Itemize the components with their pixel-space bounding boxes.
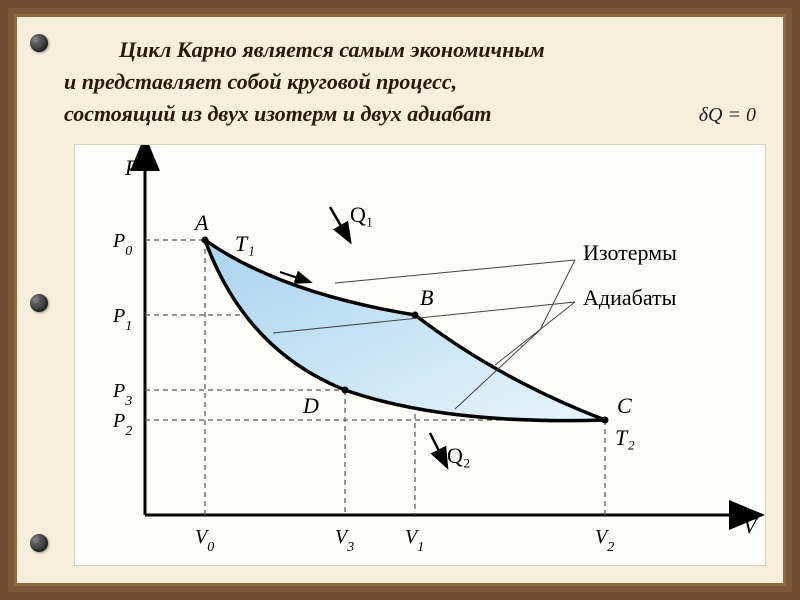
label-a: A [193,210,209,235]
y-tick-labels: P0 P1 P3P2 [112,230,132,439]
label-d: D [302,393,319,418]
point-d [342,387,349,394]
slide-title: Цикл Карно является самым экономичным и … [64,34,766,130]
decor-bullet [30,534,48,552]
x-tick-labels: V0 V3 V1 V2 [195,526,614,555]
x-tick-V3: V3 [335,526,354,555]
point-a [202,237,209,244]
diagram-svg: P V P0 P1 P3P2 V0 V3 V1 V2 A B C D T₁ T₂ Q₁ Q… [75,145,765,565]
x-tick-V1: V1 [405,526,424,555]
decor-bullet [30,34,48,52]
content-area: Цикл Карно является самым экономичным и … [64,34,766,566]
x-axis-label: V [743,513,759,538]
title-line-1: Цикл Карно является самым экономичным [64,34,706,66]
q2-arrow-icon [430,433,445,463]
equation-delta-q: δQ = 0 [699,104,756,127]
y-tick-P2: P2 [112,410,132,439]
label-c: C [617,393,632,418]
legend-isotherms: Изотермы [583,240,677,265]
legend-adiabats: Адиабаты [583,285,677,310]
q1-arrow-icon [330,207,348,238]
x-tick-V0: V0 [195,526,214,555]
decor-bullet [30,294,48,312]
label-q2: Q₂ [447,443,471,468]
point-b [412,312,419,319]
point-c [602,417,609,424]
label-q1: Q₁ [350,202,374,227]
y-tick-P1: P1 [112,305,132,334]
carnot-diagram: P V P0 P1 P3P2 V0 V3 V1 V2 A B C D T₁ T₂ Q₁ Q… [74,144,766,566]
label-b: B [420,285,433,310]
y-tick-P3: P3 [112,380,132,409]
slide-frame: Цикл Карно является самым экономичным и … [8,8,792,592]
label-t2: T₂ [615,425,635,450]
x-tick-V2: V2 [595,526,614,555]
y-axis-label: P [124,155,138,180]
title-line-3: состоящий из двух изотерм и двух адиабат [64,98,706,130]
y-tick-P0: P0 [112,230,132,259]
label-t1: T₁ [235,231,255,256]
title-line-2: и представляет собой круговой процесс, [64,66,706,98]
